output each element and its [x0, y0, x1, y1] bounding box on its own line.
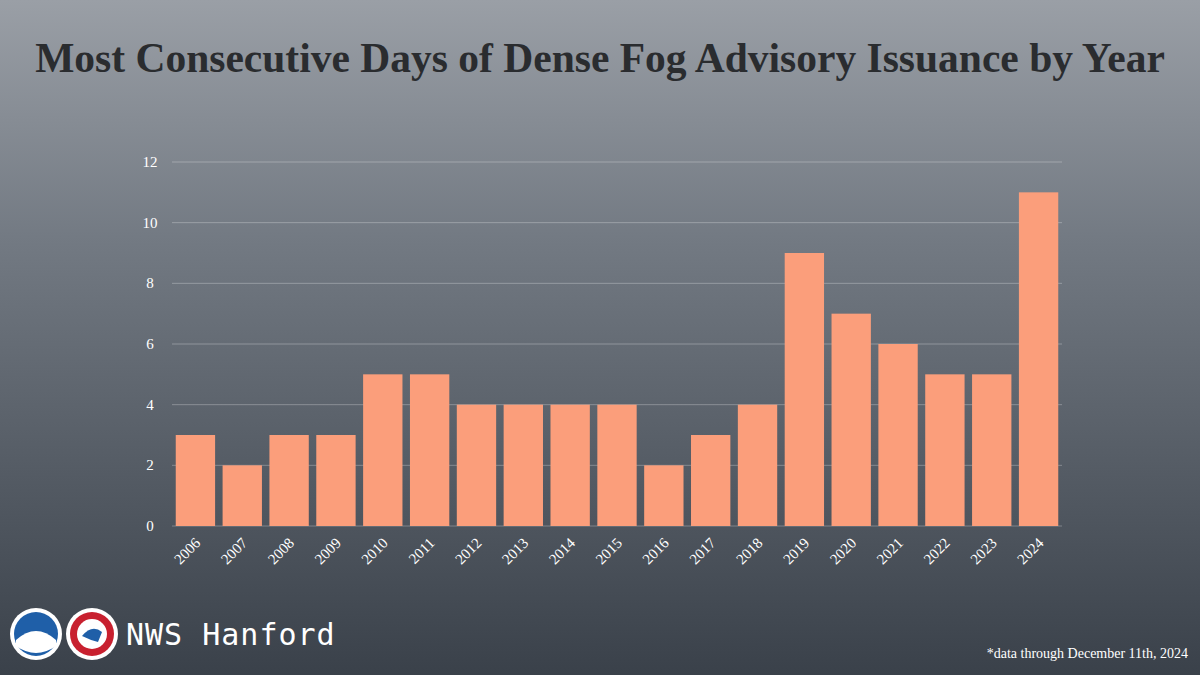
- bar: [410, 374, 449, 526]
- bar: [504, 405, 543, 526]
- noaa-logo-inner: [14, 612, 58, 656]
- bar: [1019, 192, 1058, 526]
- x-tick-label: 2017: [686, 534, 719, 567]
- bar: [269, 435, 308, 526]
- logos: [10, 608, 118, 660]
- x-tick-label: 2007: [218, 534, 251, 567]
- chart: Most Consecutive Days of Dense Fog Advis…: [0, 0, 1200, 675]
- noaa-logo-wave: [16, 631, 56, 653]
- grid-line: [172, 162, 1062, 163]
- bar: [832, 314, 871, 526]
- x-tick-label: 2010: [358, 535, 391, 568]
- x-tick-label: 2016: [639, 534, 672, 567]
- bar: [316, 435, 355, 526]
- y-tick-label: 0: [146, 518, 154, 534]
- x-tick-label: 2009: [312, 535, 345, 568]
- x-tick-label: 2006: [171, 534, 204, 567]
- y-tick-label: 2: [146, 457, 154, 473]
- x-tick-label: 2011: [406, 535, 438, 567]
- grid-line: [172, 344, 1062, 345]
- x-tick-label: 2019: [780, 535, 813, 568]
- bar: [972, 374, 1011, 526]
- noaa-logo: [10, 608, 62, 660]
- bar: [457, 405, 496, 526]
- bar: [550, 405, 589, 526]
- y-tick-label: 10: [143, 215, 158, 231]
- title: Most Consecutive Days of Dense Fog Advis…: [35, 35, 1165, 81]
- x-tick-label: 2014: [546, 534, 579, 567]
- bar: [925, 374, 964, 526]
- x-tick-label: 2013: [499, 535, 532, 568]
- x-tick-label: 2015: [593, 535, 626, 568]
- agency-label: NWS Hanford: [126, 617, 336, 652]
- y-tick-label: 8: [146, 275, 154, 291]
- nws-logo-mark: [82, 629, 102, 642]
- x-tick-label: 2018: [733, 535, 766, 568]
- y-tick-label: 12: [143, 154, 158, 170]
- grid-line: [172, 222, 1062, 223]
- bar: [597, 405, 636, 526]
- x-tick-label: 2008: [265, 535, 298, 568]
- bar: [785, 253, 824, 526]
- nws-logo: [66, 608, 118, 660]
- bar: [691, 435, 730, 526]
- x-tick-label: 2020: [827, 535, 860, 568]
- x-tick-label: 2024: [1014, 534, 1047, 567]
- nws-logo-ring: [70, 612, 114, 656]
- y-tick-label: 4: [146, 397, 154, 413]
- bar: [878, 344, 917, 526]
- grid: [172, 162, 1062, 526]
- background: [0, 0, 1200, 675]
- x-tick-label: 2023: [967, 535, 1000, 568]
- x-tick-label: 2012: [452, 535, 485, 568]
- bar: [176, 435, 215, 526]
- y-tick-label: 6: [146, 336, 154, 352]
- footnote: *data through December 11th, 2024: [987, 646, 1188, 661]
- bar: [644, 465, 683, 526]
- bar: [738, 405, 777, 526]
- grid-line: [172, 283, 1062, 284]
- x-tick-label: 2022: [920, 535, 953, 568]
- nws-logo-inner: [77, 619, 107, 649]
- bars: [176, 192, 1059, 526]
- x-tick-label: 2021: [874, 535, 907, 568]
- bar: [363, 374, 402, 526]
- bar: [223, 465, 262, 526]
